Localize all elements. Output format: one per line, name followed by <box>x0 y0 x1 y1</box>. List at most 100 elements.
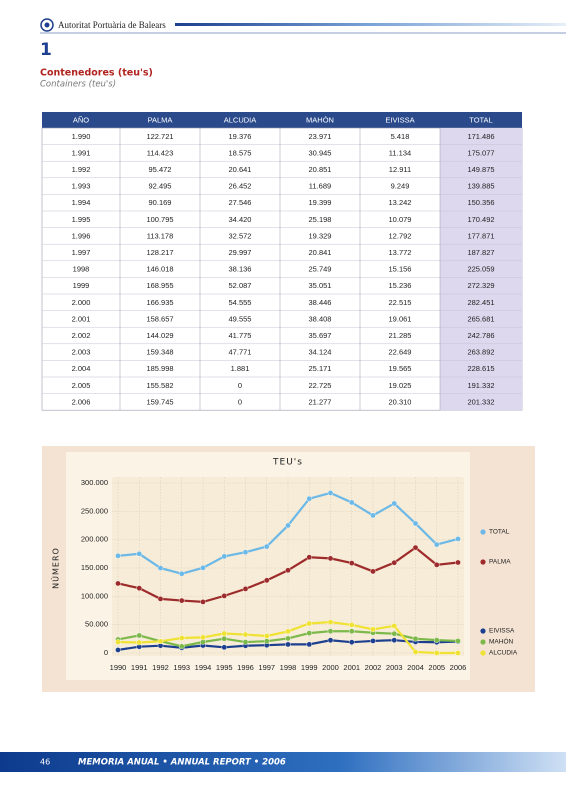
table-cell: 150.356 <box>467 198 494 207</box>
data-point <box>263 577 270 584</box>
data-point <box>412 520 419 527</box>
data-point <box>178 643 185 650</box>
chart-title: TEU's <box>272 458 303 468</box>
data-point <box>433 562 440 568</box>
data-point <box>327 619 334 625</box>
y-tick-label: 150.000 <box>81 563 108 572</box>
table-cell: 29.997 <box>229 248 252 257</box>
data-point <box>221 553 228 560</box>
table-cell: 128.217 <box>146 248 173 257</box>
table-cell: 27.546 <box>229 198 252 207</box>
table-cell: 282.451 <box>467 298 494 307</box>
table-cell: 122.721 <box>146 132 173 141</box>
data-point <box>178 635 185 641</box>
data-point <box>115 553 121 559</box>
table-cell: 1.991 <box>72 148 91 157</box>
table-cell: 1999 <box>73 281 90 290</box>
data-point <box>433 650 440 656</box>
table-cell: 2.006 <box>72 397 91 406</box>
table-cell: 0 <box>238 397 242 406</box>
data-point <box>285 522 291 529</box>
data-point <box>136 585 143 591</box>
legend-label: MAHÓN <box>489 637 514 646</box>
table-cell: 114.423 <box>147 148 174 157</box>
table-cell: 113.178 <box>147 231 174 240</box>
legend-label: PALMA <box>489 559 511 566</box>
table-cell: 13.242 <box>389 198 412 207</box>
table-cell: 22.515 <box>389 298 412 307</box>
table-cell: 19.025 <box>389 381 412 390</box>
table-cell: 171.486 <box>467 132 494 141</box>
data-point <box>327 555 334 562</box>
y-tick-label: 50.000 <box>85 620 108 629</box>
data-point <box>370 568 376 575</box>
data-point <box>370 626 376 633</box>
table-cell: 1.992 <box>72 165 91 174</box>
data-point <box>263 638 270 644</box>
data-point <box>136 550 143 557</box>
table-cell: 21.285 <box>389 331 412 340</box>
x-tick-label: 2005 <box>428 663 445 672</box>
data-point <box>391 500 398 507</box>
data-point <box>391 559 398 566</box>
data-point <box>306 554 313 561</box>
data-point <box>433 541 440 548</box>
subtitle: Containers (teu's) <box>40 80 116 90</box>
table-cell: 2.000 <box>72 298 91 307</box>
data-point <box>115 647 121 653</box>
table-cell: 146.018 <box>146 265 173 274</box>
table-cell: 47.771 <box>229 348 252 357</box>
table-cell: 12.792 <box>389 231 412 240</box>
table-cell: 18.575 <box>229 148 252 157</box>
data-point <box>391 623 398 629</box>
column-header: ALCUDIA <box>224 115 257 124</box>
legend-label: ALCUDIA <box>489 650 518 657</box>
table-cell: 25.198 <box>309 215 332 224</box>
table-cell: 185.998 <box>146 364 173 373</box>
legend-marker <box>480 559 486 565</box>
data-point <box>455 638 461 644</box>
table-cell: 20.641 <box>229 165 252 174</box>
table-cell: 54.555 <box>229 298 252 307</box>
table-cell: 38.446 <box>309 298 332 307</box>
legend-label: TOTAL <box>489 529 510 536</box>
footer-text: MEMORIA ANUAL • ANNUAL REPORT • 2006 <box>78 758 286 768</box>
data-point <box>157 638 164 645</box>
data-point <box>348 639 355 645</box>
table-cell: 26.452 <box>229 182 252 191</box>
plot-area <box>112 477 464 656</box>
data-point <box>136 632 143 639</box>
table-cell: 35.051 <box>309 281 332 290</box>
table-cell: 34.420 <box>229 215 252 224</box>
data-point <box>455 536 461 542</box>
x-tick-label: 1995 <box>216 663 233 672</box>
x-tick-label: 2000 <box>322 663 339 672</box>
data-point <box>115 639 121 645</box>
table-cell: 155.582 <box>146 381 173 390</box>
data-point <box>306 641 313 648</box>
table-cell: 9.249 <box>391 182 410 191</box>
table-cell: 92.495 <box>149 182 172 191</box>
legend-label: EIVISSA <box>489 628 515 635</box>
table-cell: 23.971 <box>309 132 332 141</box>
footer-band <box>0 752 566 772</box>
section-number: 1 <box>40 40 52 60</box>
table-cell: 1.995 <box>72 215 91 224</box>
data-point <box>115 580 121 587</box>
table-cell: 11.689 <box>309 182 331 191</box>
data-point <box>327 490 334 496</box>
table-cell: 175.077 <box>467 148 494 157</box>
total-column-bg <box>440 128 522 411</box>
table-cell: 159.348 <box>146 348 173 357</box>
data-point <box>242 549 249 556</box>
table-cell: 19.061 <box>389 314 412 323</box>
table-cell: 2.001 <box>72 314 91 323</box>
table-cell: 263.892 <box>467 348 494 357</box>
table-cell: 32.572 <box>229 231 252 240</box>
table-cell: 177.871 <box>467 231 494 240</box>
data-point <box>348 499 355 506</box>
table-cell: 0 <box>238 381 242 390</box>
table-cell: 15.156 <box>389 265 412 274</box>
x-tick-label: 2002 <box>365 663 382 672</box>
